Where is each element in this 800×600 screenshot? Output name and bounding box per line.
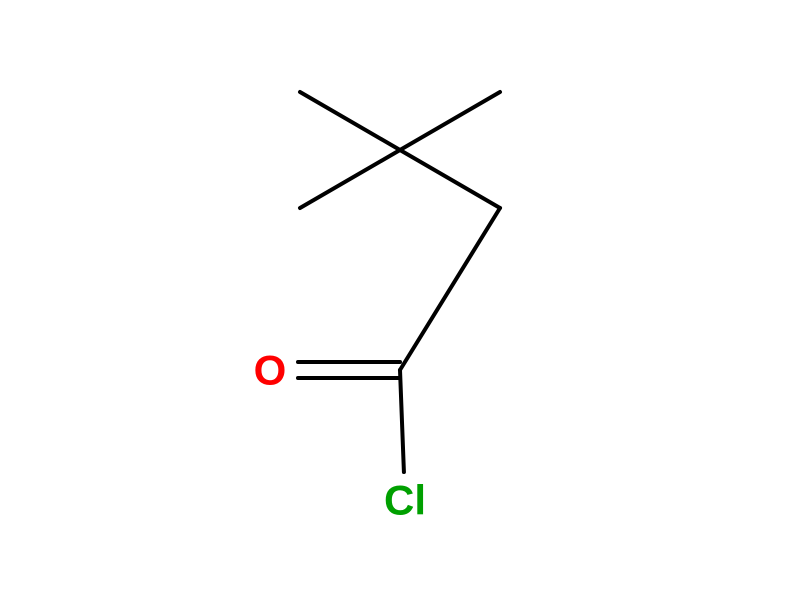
bond-line xyxy=(400,370,404,472)
bond-line xyxy=(400,208,500,370)
bond-line xyxy=(300,150,400,208)
chemical-structure-svg: O Cl xyxy=(0,0,800,600)
atom-label-cl: Cl xyxy=(384,477,426,524)
atom-label-o: O xyxy=(254,347,287,394)
bond-line xyxy=(400,92,500,150)
bond-line xyxy=(400,150,500,208)
bonds-group xyxy=(298,92,500,472)
bond-line xyxy=(300,92,400,150)
